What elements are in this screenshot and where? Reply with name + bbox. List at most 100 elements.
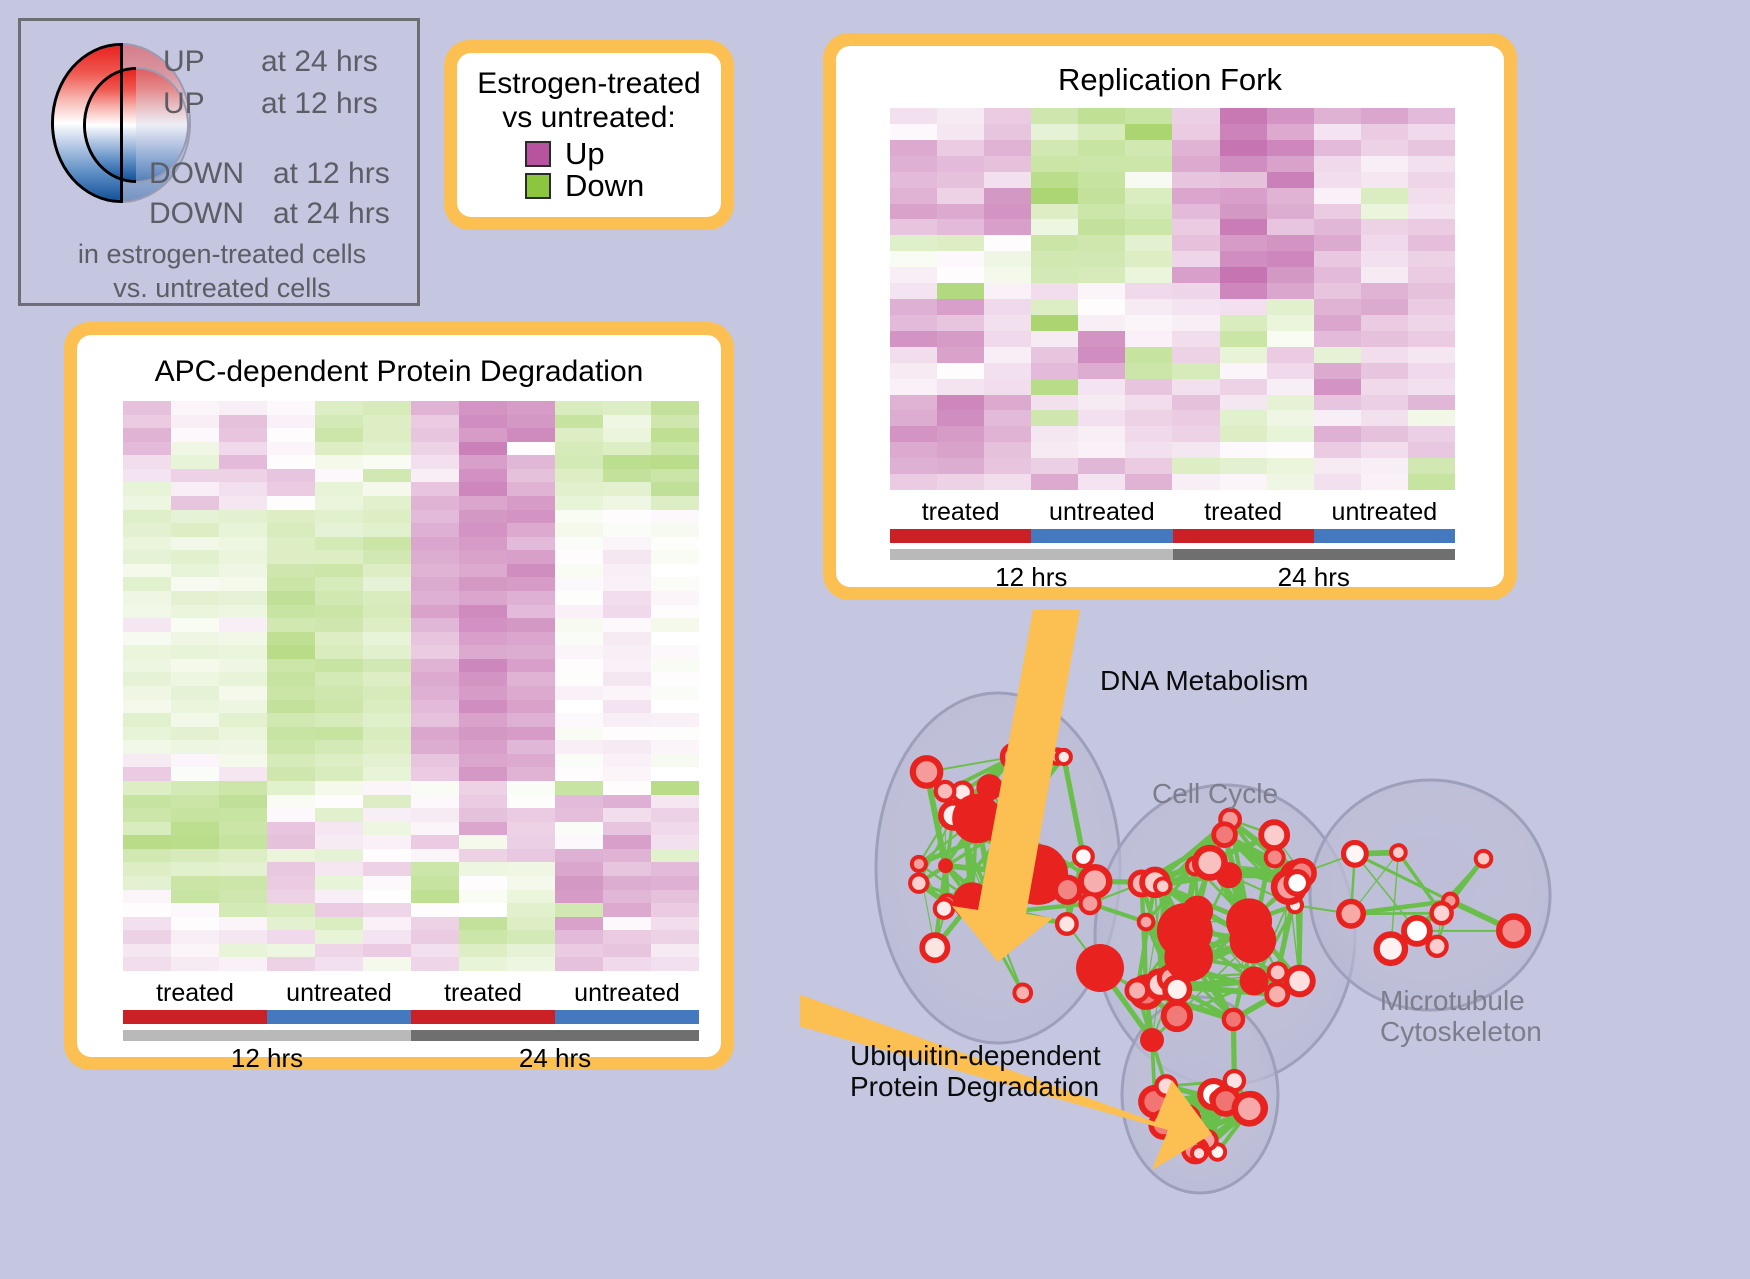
network-node[interactable] — [1218, 807, 1243, 832]
network-node[interactable] — [1207, 1142, 1228, 1162]
network-node[interactable] — [1425, 934, 1449, 959]
network-node[interactable] — [938, 858, 953, 874]
network-node[interactable] — [1258, 819, 1291, 852]
network-node[interactable] — [1168, 1103, 1202, 1137]
network-node[interactable] — [909, 854, 928, 874]
network-node[interactable] — [1077, 863, 1113, 899]
network-node[interactable] — [1148, 1109, 1179, 1140]
network-node[interactable] — [1495, 913, 1532, 949]
heatmap-cell — [363, 414, 411, 429]
network-node[interactable] — [1181, 895, 1214, 927]
network-node[interactable] — [1181, 1138, 1206, 1163]
network-node[interactable] — [1264, 981, 1291, 1008]
network-node[interactable] — [1124, 977, 1150, 1004]
network-node[interactable] — [1473, 848, 1494, 869]
network-node[interactable] — [1139, 866, 1171, 899]
network-node[interactable] — [952, 793, 1002, 844]
network-node[interactable] — [1233, 1090, 1269, 1126]
heatmap-cell — [363, 713, 411, 727]
network-node[interactable] — [1136, 912, 1156, 932]
network-node[interactable] — [1373, 931, 1409, 967]
network-node[interactable] — [1335, 898, 1367, 929]
network-node[interactable] — [1226, 898, 1273, 945]
network-node[interactable] — [1138, 1084, 1172, 1119]
network-node[interactable] — [1283, 964, 1316, 998]
network-node[interactable] — [1174, 1118, 1210, 1154]
network-node[interactable] — [933, 779, 957, 803]
network-node[interactable] — [999, 742, 1029, 771]
network-node[interactable] — [1222, 1068, 1247, 1093]
heatmap-cell — [507, 672, 555, 686]
network-node[interactable] — [1078, 891, 1102, 916]
network-node[interactable] — [1340, 839, 1369, 868]
network-node[interactable] — [1128, 974, 1165, 1010]
network-node[interactable] — [909, 755, 944, 789]
network-node[interactable] — [1140, 1028, 1164, 1052]
network-node[interactable] — [976, 774, 1003, 801]
network-node[interactable] — [1429, 900, 1454, 926]
network-edge — [1064, 855, 1087, 925]
network-node[interactable] — [1197, 1077, 1230, 1111]
network-node[interactable] — [1266, 961, 1289, 984]
network-node[interactable] — [1054, 747, 1073, 767]
network-node[interactable] — [1054, 912, 1079, 936]
network-node[interactable] — [1401, 914, 1433, 947]
network-node[interactable] — [1283, 869, 1311, 897]
network-node[interactable] — [1231, 1090, 1268, 1127]
network-edge — [1162, 1078, 1236, 1127]
network-node[interactable] — [1154, 1074, 1178, 1098]
network-node[interactable] — [1189, 1144, 1209, 1163]
cluster-halos — [874, 691, 1552, 1195]
network-node[interactable] — [1181, 1135, 1210, 1165]
network-node[interactable] — [1389, 843, 1408, 862]
network-node[interactable] — [1191, 844, 1228, 881]
network-node[interactable] — [1164, 933, 1213, 982]
network-node[interactable] — [919, 932, 951, 964]
network-node[interactable] — [1209, 1089, 1228, 1109]
network-node[interactable] — [1052, 874, 1083, 905]
network-node[interactable] — [950, 780, 975, 804]
network-edge — [950, 791, 965, 817]
network-node[interactable] — [984, 800, 1036, 852]
network-node[interactable] — [1007, 844, 1069, 905]
network-node[interactable] — [1215, 862, 1243, 889]
network-node[interactable] — [1239, 966, 1269, 996]
network-node[interactable] — [1076, 944, 1124, 992]
network-node[interactable] — [1162, 974, 1193, 1005]
network-node[interactable] — [1156, 964, 1186, 993]
network-node[interactable] — [1441, 891, 1460, 911]
network-node[interactable] — [1012, 982, 1034, 1004]
network-node[interactable] — [1143, 968, 1177, 1001]
network-node[interactable] — [1270, 868, 1307, 906]
network-edge — [1228, 874, 1279, 973]
network-node[interactable] — [1279, 859, 1312, 893]
network-node[interactable] — [1195, 1128, 1219, 1152]
network-node[interactable] — [1156, 903, 1213, 959]
network-node[interactable] — [1071, 845, 1095, 869]
network-node[interactable] — [1210, 1085, 1242, 1117]
network-node[interactable] — [937, 893, 958, 914]
network-node[interactable] — [1229, 916, 1277, 964]
heatmap-cell — [1407, 314, 1455, 331]
network-node[interactable] — [938, 799, 969, 831]
network-node[interactable] — [1153, 876, 1173, 896]
network-node[interactable] — [908, 872, 930, 894]
network-node[interactable] — [1048, 747, 1067, 766]
network-node[interactable] — [1263, 846, 1286, 869]
heatmap-cell — [1219, 219, 1267, 236]
network-node[interactable] — [1285, 896, 1305, 915]
network-node[interactable] — [1184, 855, 1206, 877]
network-edge — [933, 903, 949, 949]
network-node[interactable] — [1211, 821, 1238, 849]
network-node[interactable] — [1286, 857, 1317, 889]
network-node[interactable] — [1158, 971, 1189, 1001]
network-node[interactable] — [1221, 1007, 1246, 1032]
network-node[interactable] — [1127, 869, 1156, 898]
network-node[interactable] — [952, 882, 992, 921]
network-node[interactable] — [1160, 999, 1194, 1033]
network-node[interactable] — [1169, 955, 1188, 974]
heatmap-cell — [171, 495, 219, 510]
network-node[interactable] — [968, 882, 1024, 938]
network-node[interactable] — [980, 902, 1003, 925]
network-node[interactable] — [932, 897, 956, 920]
